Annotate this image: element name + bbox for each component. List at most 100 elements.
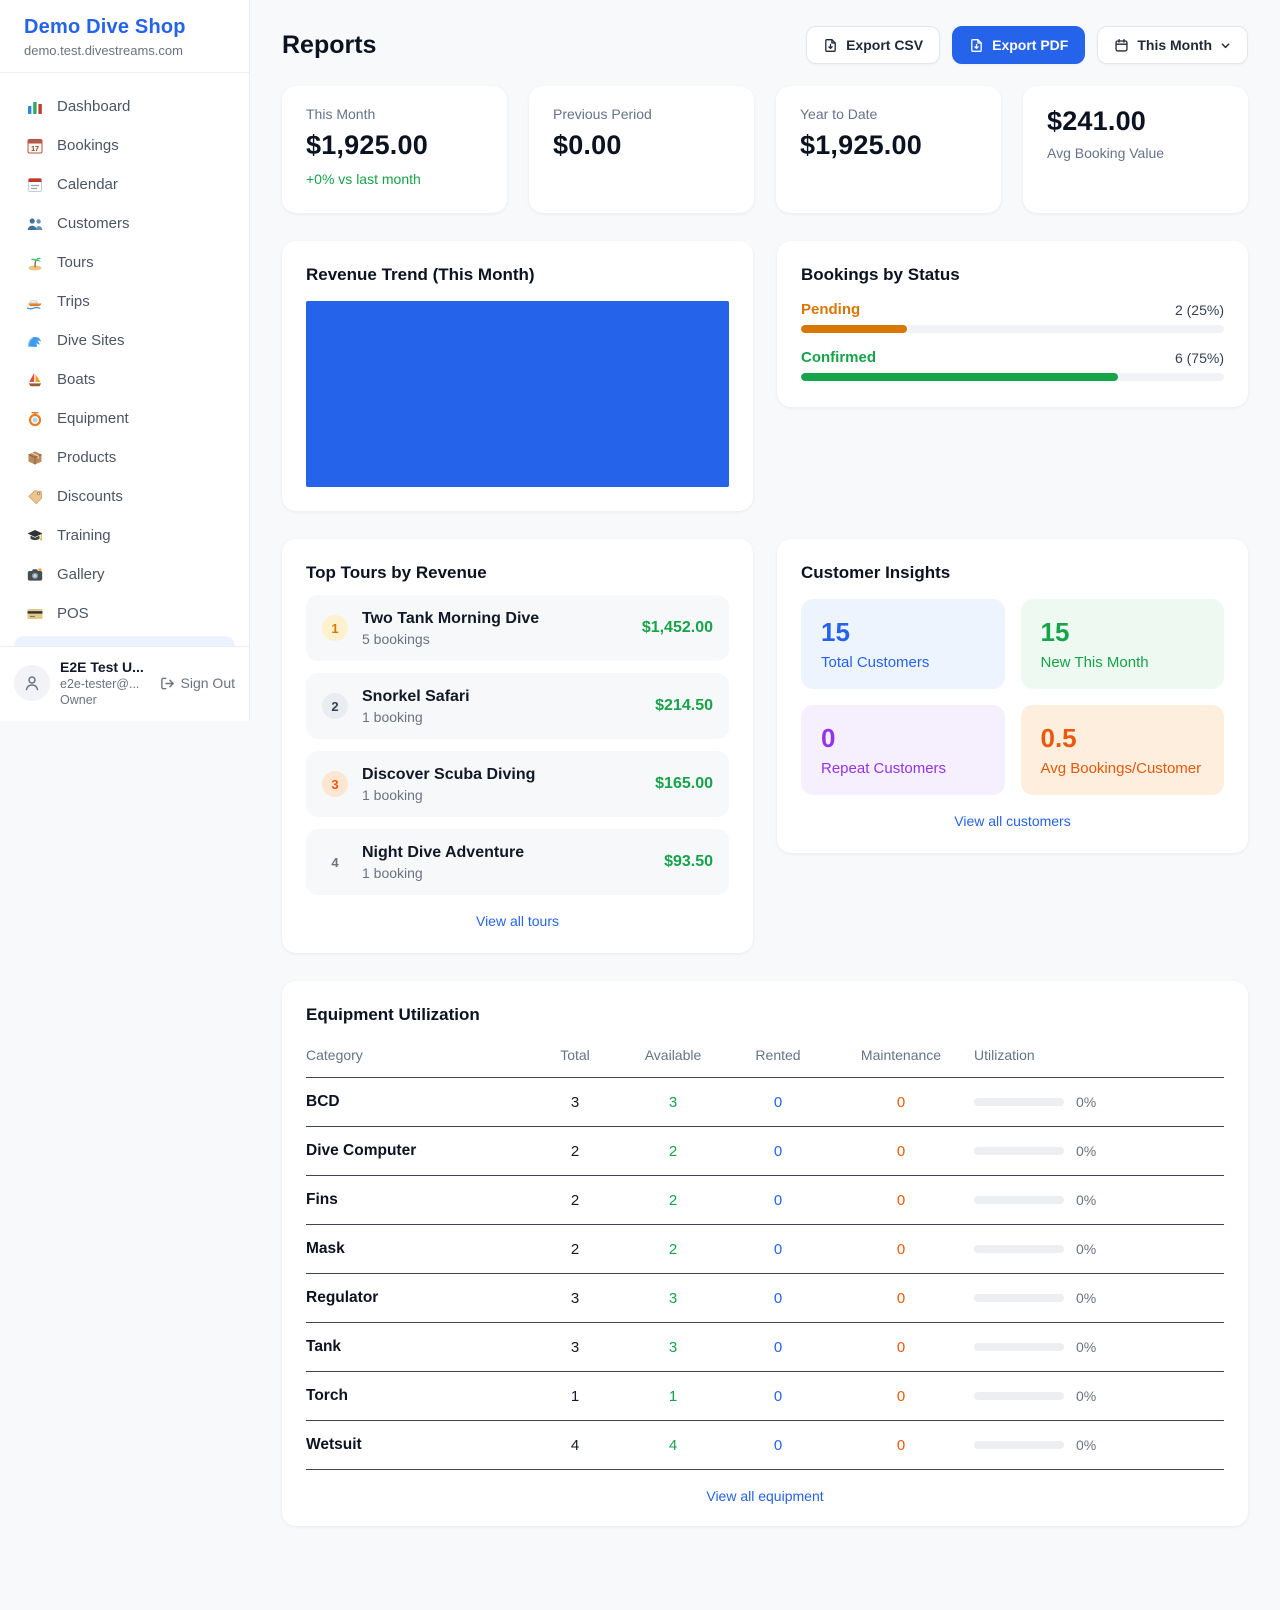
shop-domain: demo.test.divestreams.com: [24, 43, 183, 58]
equipment-table-row: Dive Computer 2 2 0 0 0%: [306, 1127, 1224, 1176]
view-all-equipment-link[interactable]: View all equipment: [706, 1488, 824, 1504]
user-role: Owner: [60, 693, 97, 707]
tour-name: Two Tank Morning Dive: [362, 609, 540, 627]
utilization-percent: 0%: [1076, 1388, 1097, 1404]
tour-revenue: $93.50: [664, 853, 713, 870]
sidebar: Demo Dive Shop demo.test.divestreams.com…: [0, 0, 250, 721]
sidebar-item-label: Bookings: [57, 137, 119, 154]
sidebar-item[interactable]: Calendar: [0, 165, 249, 204]
page-header: Reports Export CSV Export PDF This Month: [282, 26, 1248, 64]
equipment-available: 2: [668, 1191, 678, 1209]
equipment-utilization-title: Equipment Utilization: [306, 1005, 480, 1024]
tear-calendar-icon: [26, 176, 44, 194]
col-category: Category: [306, 1047, 363, 1063]
sidebar-item[interactable]: Boats: [0, 360, 249, 399]
equipment-rented: 0: [773, 1240, 783, 1258]
main-content: Reports Export CSV Export PDF This Month…: [250, 0, 1280, 1566]
view-all-customers-link[interactable]: View all customers: [954, 813, 1071, 829]
status-row: Confirmed 6 (75%): [801, 349, 1224, 381]
tour-revenue: $165.00: [655, 775, 713, 792]
sidebar-item[interactable]: 17 Bookings: [0, 126, 249, 165]
equipment-maintenance: 0: [896, 1436, 906, 1454]
col-rented: Rented: [755, 1047, 801, 1063]
equipment-table: Category Total Available Rented Maintena…: [306, 1039, 1224, 1470]
sidebar-item-label: Calendar: [57, 176, 118, 193]
camera-icon: [26, 566, 44, 584]
equipment-category: Fins: [306, 1191, 338, 1208]
equipment-category: Mask: [306, 1240, 345, 1257]
tour-revenue: $1,452.00: [641, 619, 713, 636]
equipment-total: 4: [570, 1436, 580, 1454]
sidebar-item[interactable]: Equipment: [0, 399, 249, 438]
customer-insights-title: Customer Insights: [801, 563, 951, 582]
calendar-icon: [1114, 38, 1129, 53]
sidebar-active-item-partial[interactable]: [14, 636, 235, 647]
sidebar-item-label: Dashboard: [57, 98, 131, 115]
sidebar-item-label: Boats: [57, 371, 96, 388]
user-name: E2E Test U...: [60, 659, 144, 675]
utilization-bar-track: [974, 1098, 1064, 1106]
sidebar-item[interactable]: POS: [0, 594, 249, 633]
equipment-total: 2: [570, 1191, 580, 1209]
user-panel: E2E Test U... e2e-tester@... Owner Sign …: [0, 646, 249, 721]
equipment-rented: 0: [773, 1436, 783, 1454]
credit-card-icon: [26, 605, 44, 623]
sidebar-item[interactable]: Gallery: [0, 555, 249, 594]
sign-out-button[interactable]: Sign Out: [160, 675, 235, 691]
sidebar-item-label: Customers: [57, 215, 130, 232]
status-label: Pending: [801, 301, 861, 318]
tour-bookings: 1 booking: [362, 786, 423, 803]
tour-list-item: 1 Two Tank Morning Dive 5 bookings $1,45…: [306, 595, 729, 661]
col-maintenance: Maintenance: [860, 1047, 942, 1063]
stat-label: This Month: [306, 106, 376, 122]
equipment-total: 3: [570, 1289, 580, 1307]
sidebar-item-label: POS: [57, 605, 89, 622]
utilization-bar-track: [974, 1147, 1064, 1155]
status-bar-track: [801, 373, 1224, 381]
sidebar-item[interactable]: Training: [0, 516, 249, 555]
insight-tile: 0 Repeat Customers: [801, 705, 1005, 795]
insight-tile: 15 Total Customers: [801, 599, 1005, 689]
status-bar-fill: [801, 373, 1119, 381]
status-bar-fill: [801, 325, 907, 333]
tour-list-item: 2 Snorkel Safari 1 booking $214.50: [306, 673, 729, 739]
tag-icon: [26, 488, 44, 506]
sidebar-item[interactable]: Discounts: [0, 477, 249, 516]
sailboat-icon: [26, 371, 44, 389]
view-all-tours-link[interactable]: View all tours: [475, 913, 559, 929]
export-pdf-button[interactable]: Export PDF: [952, 26, 1086, 64]
sidebar-item[interactable]: Customers: [0, 204, 249, 243]
equipment-maintenance: 0: [896, 1142, 906, 1160]
equipment-table-row: BCD 3 3 0 0 0%: [306, 1078, 1224, 1127]
period-dropdown[interactable]: This Month: [1097, 26, 1248, 64]
sidebar-item[interactable]: Products: [0, 438, 249, 477]
avatar: [14, 665, 50, 701]
stat-label: Avg Booking Value: [1047, 145, 1165, 161]
revenue-trend-card: Revenue Trend (This Month): [282, 241, 753, 511]
sidebar-item[interactable]: Dashboard: [0, 87, 249, 126]
sidebar-item-label: Discounts: [57, 488, 123, 505]
bookings-by-status-card: Bookings by Status Pending 2 (25%) Confi…: [777, 241, 1248, 407]
sidebar-item[interactable]: Dive Sites: [0, 321, 249, 360]
col-utilization: Utilization: [974, 1047, 1035, 1063]
equipment-table-row: Regulator 3 3 0 0 0%: [306, 1274, 1224, 1323]
stat-value: $1,925.00: [306, 130, 428, 160]
sidebar-nav: Dashboard 17 Bookings Calendar Customers…: [0, 73, 249, 647]
stat-card: $241.00 Avg Booking Value: [1023, 86, 1248, 213]
equipment-available: 3: [668, 1093, 678, 1111]
equipment-table-row: Fins 2 2 0 0 0%: [306, 1176, 1224, 1225]
file-download-icon: [969, 38, 984, 53]
utilization-percent: 0%: [1076, 1094, 1097, 1110]
utilization-bar-track: [974, 1343, 1064, 1351]
svg-text:17: 17: [31, 145, 39, 152]
equipment-category: BCD: [306, 1093, 340, 1110]
equipment-total: 3: [570, 1093, 580, 1111]
sidebar-item[interactable]: Trips: [0, 282, 249, 321]
revenue-trend-title: Revenue Trend (This Month): [306, 265, 535, 284]
people-icon: [26, 215, 44, 233]
customer-insights-card: Customer Insights 15 Total Customers 15 …: [777, 539, 1248, 853]
equipment-maintenance: 0: [896, 1240, 906, 1258]
insight-value: 15: [1040, 617, 1070, 647]
export-csv-button[interactable]: Export CSV: [806, 26, 941, 64]
sidebar-item[interactable]: Tours: [0, 243, 249, 282]
